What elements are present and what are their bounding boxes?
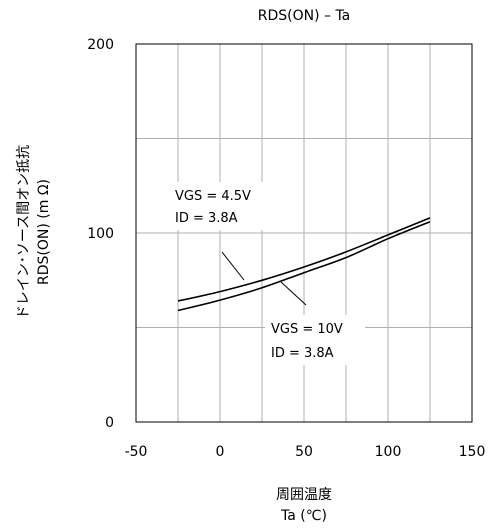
y-tick-label: 100 — [87, 226, 114, 242]
plot-frame — [135, 43, 473, 423]
tick-labels: -50 0 50 100 150 0 100 200 — [87, 37, 485, 460]
x-axis-title-line2: Ta (℃) — [280, 508, 327, 524]
series-1-line — [177, 217, 431, 302]
series-1-label-line2: ID = 3.8A — [175, 211, 238, 226]
x-tick-label: 100 — [375, 444, 402, 460]
series-2-leader — [280, 281, 307, 306]
series-layer — [177, 217, 431, 312]
x-axis-title-line1: 周囲温度 — [276, 487, 332, 503]
x-tick-label: 150 — [459, 444, 486, 460]
x-tick-label: 50 — [295, 444, 313, 460]
annotation-2-bg — [265, 315, 365, 365]
series-1-label-line1: VGS = 4.5V — [175, 189, 251, 204]
grid — [136, 44, 472, 422]
y-tick-label: 200 — [87, 37, 114, 53]
annotation-1-bg — [170, 182, 270, 230]
x-tick-label: 0 — [216, 444, 225, 460]
y-tick-label: 0 — [105, 415, 114, 431]
y-axis-title-line1: ドレイン･ソース間オン抵抗 — [16, 145, 32, 319]
series-2-line — [177, 220, 431, 312]
chart-title: RDS(ON) – Ta — [258, 8, 351, 24]
y-axis-title-line2: RDS(ON) (m Ω) — [36, 179, 52, 285]
series-2-label-line2: ID = 3.8A — [271, 346, 334, 361]
series-2-label-line1: VGS = 10V — [271, 322, 343, 337]
x-tick-label: -50 — [125, 444, 148, 460]
series-1-leader — [221, 251, 245, 281]
